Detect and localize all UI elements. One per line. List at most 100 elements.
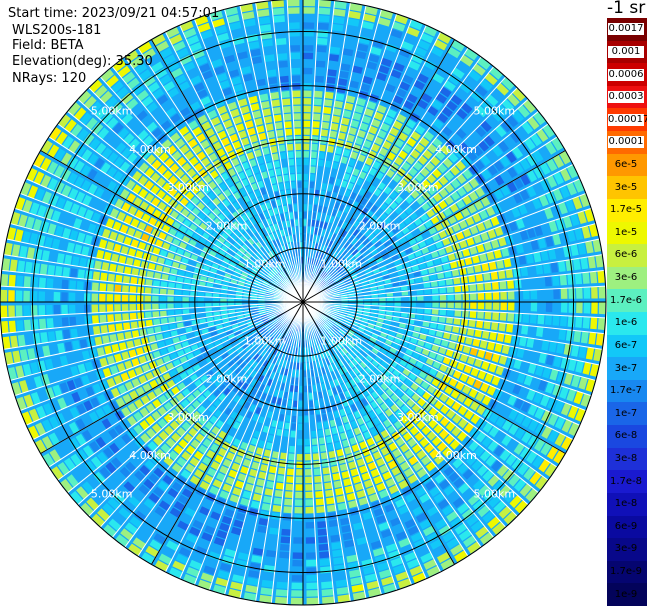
- gate-cell: [54, 278, 61, 290]
- gate-cell: [378, 521, 390, 532]
- gate-cell: [131, 378, 141, 388]
- gate-cell: [282, 236, 287, 244]
- gate-cell: [174, 74, 187, 85]
- gate-cell: [533, 391, 543, 404]
- gate-cell: [303, 219, 307, 226]
- gate-cell: [312, 105, 322, 113]
- ray-separator: [19, 301, 304, 412]
- gate-cell: [316, 244, 321, 251]
- gate-cell: [62, 136, 74, 149]
- gate-cell: [127, 77, 140, 90]
- gate-cell: [75, 418, 86, 431]
- gate-cell: [293, 393, 299, 400]
- gate-cell: [314, 353, 319, 361]
- gate-cell: [270, 347, 277, 354]
- gate-cell: [519, 229, 529, 241]
- gate-cell: [291, 415, 297, 423]
- gate-cell: [248, 324, 256, 330]
- gate-cell: [262, 572, 275, 581]
- gate-cell: [466, 376, 476, 386]
- gate-cell: [422, 275, 430, 282]
- gate-cell: [514, 313, 522, 323]
- gate-cell: [49, 344, 58, 356]
- gate-cell: [312, 250, 316, 258]
- gate-cell: [391, 226, 400, 234]
- gate-cell: [350, 151, 358, 160]
- gate-cell: [318, 7, 331, 15]
- gate-cell: [365, 343, 373, 350]
- gate-cell: [202, 365, 211, 373]
- ray-separator: [302, 301, 596, 381]
- gate-cell: [64, 254, 73, 266]
- gate-cell: [349, 369, 357, 378]
- gate-cell: [168, 317, 176, 324]
- gate-cell: [338, 257, 345, 264]
- gate-cell: [498, 355, 508, 365]
- gate-cell: [416, 289, 424, 295]
- gate-cell: [76, 486, 89, 500]
- gate-cell: [91, 236, 100, 247]
- azimuth-spoke: [151, 39, 304, 303]
- gate-cell: [526, 389, 536, 401]
- gate-cell: [368, 351, 377, 358]
- gate-cell: [109, 365, 119, 376]
- gate-cell: [341, 221, 348, 229]
- gate-cell: [500, 184, 511, 197]
- gate-cell: [265, 226, 272, 234]
- gate-cell: [167, 487, 179, 499]
- ray-separator: [302, 301, 398, 591]
- gate-cell: [113, 243, 122, 253]
- gate-cell: [435, 66, 449, 78]
- gate-cell: [220, 172, 230, 181]
- gate-cell: [511, 335, 520, 345]
- gate-cell: [151, 127, 163, 139]
- gate-cell: [598, 302, 606, 315]
- gate-cell: [329, 283, 336, 288]
- gate-cell: [353, 522, 364, 531]
- gate-cell: [454, 310, 462, 317]
- gate-cell: [336, 332, 342, 339]
- gate-cell: [534, 438, 546, 452]
- gate-cell: [244, 265, 252, 272]
- gate-cell: [513, 162, 524, 175]
- gate-cell: [276, 274, 282, 281]
- gate-cell: [182, 87, 194, 99]
- gate-cell: [296, 454, 303, 461]
- gate-cell: [277, 566, 290, 574]
- gate-cell: [346, 331, 354, 337]
- gate-cell: [95, 201, 106, 213]
- gate-cell: [319, 244, 324, 252]
- ray-separator: [67, 110, 304, 303]
- gate-cell: [339, 313, 346, 318]
- gate-cell: [275, 38, 287, 46]
- gate-cell: [288, 22, 300, 30]
- gate-cell: [424, 219, 433, 229]
- gate-cell: [428, 266, 436, 274]
- gate-cell: [164, 259, 173, 267]
- gate-cell: [219, 223, 227, 231]
- gate-cell: [99, 90, 113, 104]
- gate-cell: [266, 370, 272, 378]
- gate-cell: [404, 67, 417, 78]
- gate-cell: [378, 489, 389, 499]
- gate-cell: [386, 351, 395, 359]
- gate-cell: [48, 416, 60, 429]
- gate-cell: [314, 68, 325, 76]
- gate-cell: [303, 378, 308, 385]
- gate-cell: [472, 212, 482, 223]
- gate-cell: [320, 573, 333, 582]
- gate-cell: [260, 247, 267, 255]
- gate-cell: [565, 199, 576, 212]
- gate-cell: [506, 195, 516, 207]
- gate-cell: [241, 204, 249, 213]
- gate-cell: [31, 319, 39, 331]
- gate-cell: [95, 142, 107, 155]
- gate-cell: [341, 383, 348, 391]
- gate-cell: [573, 330, 582, 343]
- gate-cell: [365, 366, 373, 374]
- gate-cell: [540, 442, 552, 456]
- gate-cell: [199, 360, 208, 368]
- gate-cell: [279, 75, 289, 83]
- gate-cell: [47, 331, 56, 343]
- gate-cell: [243, 592, 257, 601]
